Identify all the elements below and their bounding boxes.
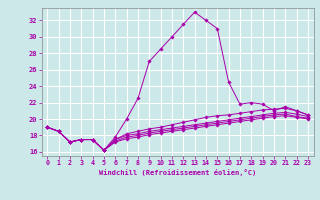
X-axis label: Windchill (Refroidissement éolien,°C): Windchill (Refroidissement éolien,°C) [99,169,256,176]
